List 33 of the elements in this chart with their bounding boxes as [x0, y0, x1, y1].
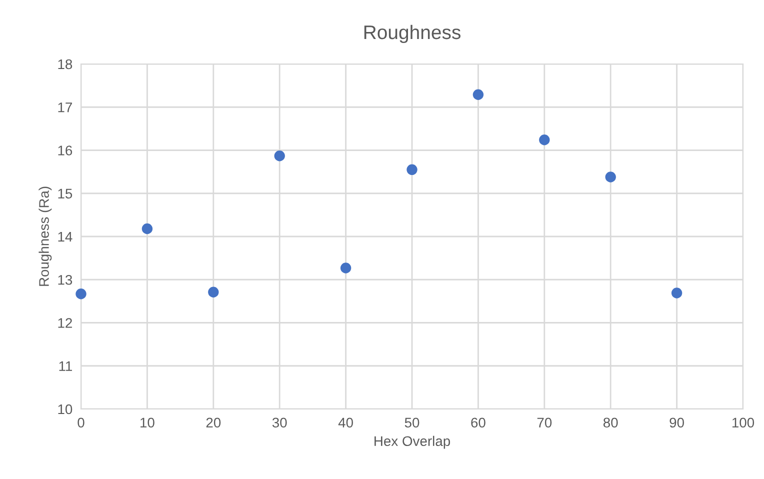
point	[406, 164, 418, 176]
point	[671, 288, 682, 298]
point	[274, 150, 285, 162]
y-tick-label: 14	[58, 232, 72, 242]
point	[539, 134, 550, 146]
y-tick-label: 11	[59, 361, 72, 371]
y-tick-label: 17	[58, 102, 72, 112]
x-tick-label: 50	[404, 418, 420, 428]
x-tick-label: 70	[537, 418, 552, 428]
point	[472, 89, 484, 100]
point	[340, 262, 352, 274]
x-tick-label: 0	[78, 418, 84, 428]
y-axis-title: Roughness (Ra)	[38, 186, 52, 286]
point	[208, 286, 219, 298]
x-tick-label: 10	[140, 418, 154, 428]
x-tick-label: 40	[338, 418, 353, 428]
x-tick-label: 30	[272, 418, 287, 428]
point	[605, 172, 616, 182]
x-tick-label: 100	[732, 418, 754, 428]
x-tick-label: 80	[603, 418, 618, 428]
y-tick-label: 12	[58, 318, 72, 328]
x-tick-label: 90	[670, 418, 684, 428]
y-tick-label: 13	[58, 274, 72, 285]
y-tick-label: 16	[58, 146, 72, 156]
point	[142, 223, 153, 234]
y-tick-label: 15	[58, 188, 72, 199]
x-tick-label: 20	[206, 418, 221, 428]
chart-title: Roughness	[364, 24, 460, 44]
x-tick-label: 60	[471, 418, 486, 428]
point	[76, 288, 86, 300]
x-axis-title: Hex Overlap	[374, 436, 450, 449]
y-tick-label: 18	[58, 59, 72, 70]
y-tick-label: 10	[58, 404, 72, 414]
